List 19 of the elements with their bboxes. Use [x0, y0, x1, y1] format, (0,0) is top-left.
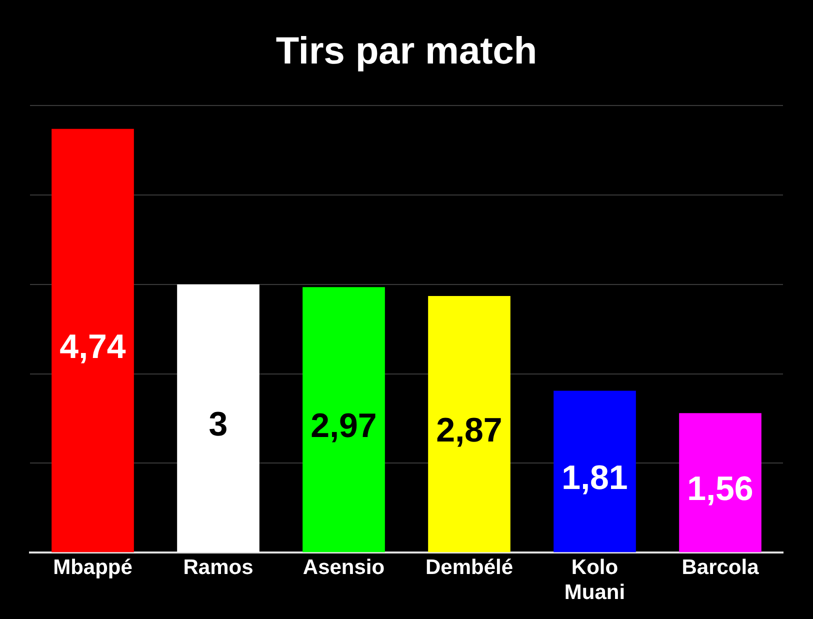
x-tick-label: Kolo Muani [564, 556, 626, 604]
bar [52, 128, 134, 552]
x-tick-label: Dembélé [425, 556, 514, 579]
bar [554, 390, 636, 552]
bar [302, 287, 385, 552]
bar [428, 296, 510, 552]
data-label: 1,81 [562, 458, 628, 497]
x-tick-label: Asensio [302, 556, 385, 579]
data-label: 2,97 [310, 406, 377, 445]
chart-title: Tirs par match [276, 30, 538, 72]
data-label: 1,56 [687, 470, 754, 508]
x-tick-label: Mbappé [53, 556, 132, 579]
bar [177, 284, 260, 552]
x-tick-label: Ramos [183, 556, 254, 579]
bar [679, 413, 762, 552]
x-tick-label: Barcola [682, 556, 760, 579]
data-label: 2,87 [436, 411, 502, 450]
data-label: 4,74 [60, 328, 126, 366]
data-label: 3 [208, 406, 228, 444]
